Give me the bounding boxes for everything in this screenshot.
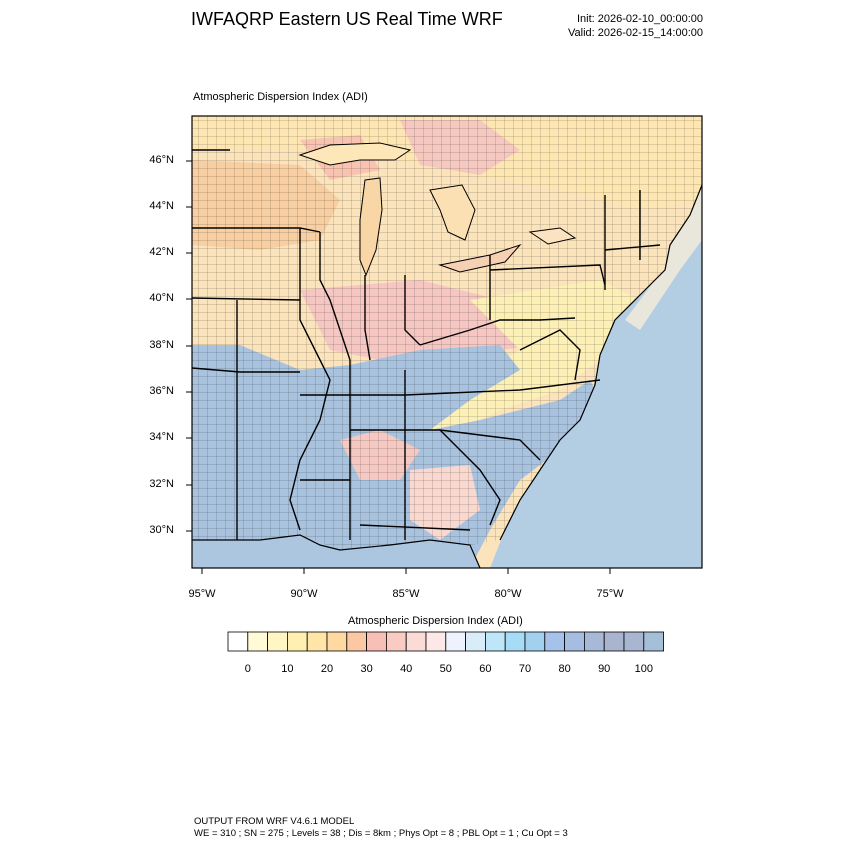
colorbar-box — [544, 631, 565, 652]
colorbar-tick-label: 90 — [598, 663, 611, 675]
atlantic-ocean — [490, 185, 702, 568]
lat-label: 40°N — [149, 292, 174, 304]
colorbar-box — [445, 631, 466, 652]
state-borders — [192, 149, 661, 540]
colorbar-tick-label: 80 — [558, 663, 571, 675]
lake-michigan — [359, 177, 383, 277]
colorbar-box — [286, 631, 308, 652]
coastal-band — [625, 185, 702, 330]
coastlines — [192, 184, 702, 568]
map-frame — [191, 115, 703, 569]
plot-title: Atmospheric Dispersion Index (ADI) — [193, 91, 368, 103]
colorbar-box — [227, 631, 249, 652]
footer-model: OUTPUT FROM WRF V4.6.1 MODEL — [194, 816, 355, 827]
lake-superior — [298, 142, 412, 166]
lon-label: 90°W — [290, 588, 318, 600]
valid-time: Valid: 2026-02-15_14:00:00 — [568, 27, 703, 39]
init-time: Init: 2026-02-10_00:00:00 — [577, 13, 703, 25]
colorbar-title: Atmospheric Dispersion Index (ADI) — [348, 615, 523, 627]
lat-label: 42°N — [149, 246, 174, 258]
lon-label: 85°W — [392, 588, 420, 600]
colorbar-box — [247, 631, 269, 652]
colorbar-tick-label: 10 — [281, 663, 294, 675]
colorbar-box — [564, 631, 585, 652]
colorbar-box — [346, 631, 367, 652]
colorbar-box — [623, 631, 645, 652]
colorbar-box — [385, 631, 407, 652]
colorbar-box — [484, 631, 506, 652]
lat-label: 34°N — [149, 431, 174, 443]
colorbar-tick-label: 40 — [400, 663, 413, 675]
lon-label: 80°W — [494, 588, 522, 600]
lat-label: 36°N — [149, 385, 174, 397]
lat-label: 44°N — [149, 200, 174, 212]
colorbar-tick-label: 0 — [244, 663, 251, 675]
colorbar — [227, 631, 664, 652]
county-lines — [192, 116, 702, 550]
lat-label: 30°N — [149, 524, 174, 536]
map-field — [192, 116, 702, 568]
lake-ontario — [528, 227, 577, 245]
colorbar-box — [524, 631, 546, 652]
colorbar-box — [366, 631, 387, 652]
colorbar-box — [465, 631, 486, 652]
lat-label: 46°N — [149, 154, 174, 166]
colorbar-box — [267, 631, 288, 652]
colorbar-box — [584, 631, 605, 652]
colorbar-tick-label: 100 — [634, 663, 653, 675]
colorbar-box — [405, 631, 427, 652]
colorbar-tick-label: 60 — [479, 663, 492, 675]
footer-config: WE = 310 ; SN = 275 ; Levels = 38 ; Dis … — [194, 828, 568, 839]
colorbar-tick-label: 20 — [320, 663, 334, 675]
colorbar-tick-label: 30 — [360, 663, 373, 675]
colorbar-box — [425, 631, 447, 652]
lat-label: 38°N — [149, 339, 174, 351]
axis-ticks — [186, 160, 611, 574]
colorbar-box — [504, 631, 526, 652]
main-title: IWFAQRP Eastern US Real Time WRF — [191, 9, 503, 29]
lon-label: 95°W — [188, 588, 216, 600]
lon-label: 75°W — [596, 588, 624, 600]
colorbar-box — [643, 631, 664, 652]
lat-label: 32°N — [149, 478, 174, 490]
colorbar-tick-label: 70 — [518, 663, 532, 675]
colorbar-box — [326, 631, 348, 652]
lake-huron — [429, 184, 476, 241]
colorbar-box — [603, 631, 625, 652]
colorbar-tick-label: 50 — [439, 663, 452, 675]
colorbar-box — [306, 631, 328, 652]
lake-erie — [438, 243, 522, 273]
